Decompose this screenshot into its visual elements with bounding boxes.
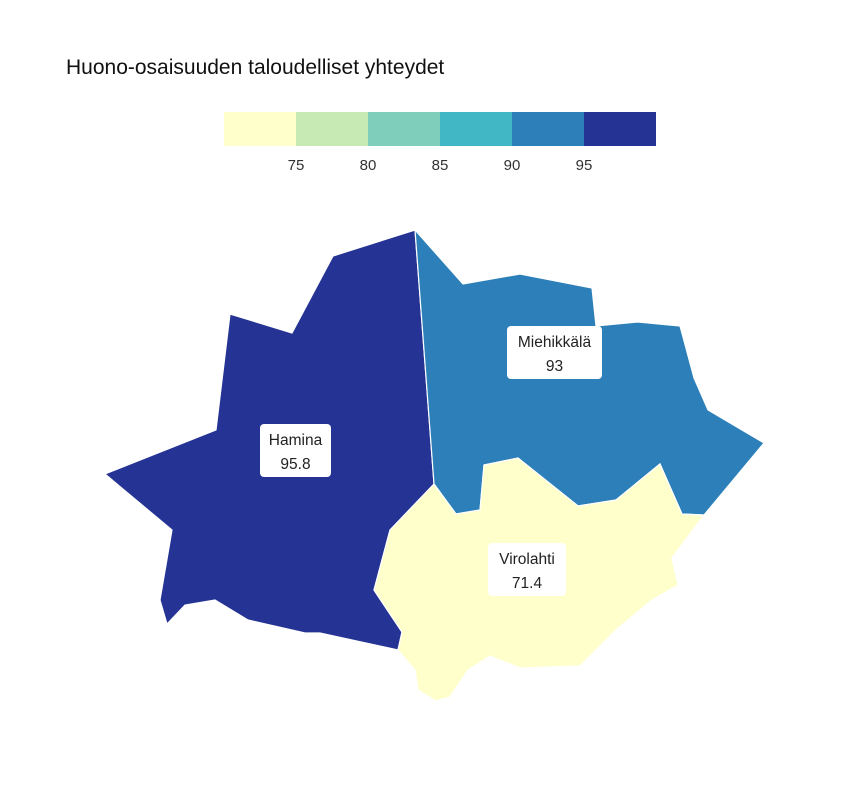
legend-tick-85: 85 — [432, 157, 449, 174]
legend-tick-75: 75 — [288, 157, 305, 174]
region-name: Miehikkälä — [518, 334, 592, 351]
legend-swatch-4 — [440, 112, 512, 146]
legend-swatch-6 — [584, 112, 656, 146]
label-box — [507, 326, 602, 379]
label-box — [260, 424, 331, 477]
label-miehikkala: Miehikkälä 93 — [507, 326, 602, 379]
map-title: Huono-osaisuuden taloudelliset yhteydet — [66, 56, 445, 79]
region-value: 71.4 — [512, 575, 543, 592]
label-virolahti: Virolahti 71.4 — [488, 543, 566, 596]
legend-tick-80: 80 — [360, 157, 377, 174]
region-value: 95.8 — [280, 456, 310, 473]
legend-swatch-1 — [224, 112, 296, 146]
legend-tick-90: 90 — [504, 157, 521, 174]
legend-tick-95: 95 — [576, 157, 593, 174]
legend-swatch-2 — [296, 112, 368, 146]
region-value: 93 — [546, 358, 563, 375]
legend-swatch-5 — [512, 112, 584, 146]
region-name: Virolahti — [499, 551, 555, 568]
region-name: Hamina — [269, 432, 323, 449]
color-legend: 75 80 85 90 95 — [224, 112, 656, 174]
legend-swatch-3 — [368, 112, 440, 146]
label-hamina: Hamina 95.8 — [260, 424, 331, 477]
label-box — [488, 543, 566, 596]
